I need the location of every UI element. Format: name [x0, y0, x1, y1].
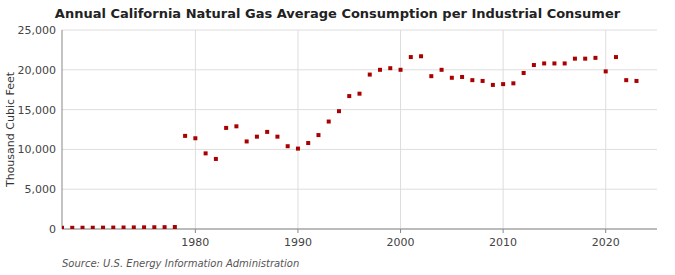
x-grid-line — [605, 30, 606, 229]
points — [62, 54, 638, 229]
y-axis-label: Thousand Cubic Feet — [4, 71, 17, 188]
point — [511, 81, 515, 85]
point — [204, 151, 208, 155]
point — [470, 78, 474, 82]
point — [306, 141, 310, 145]
x-grid-line — [400, 30, 401, 229]
y-axis-line — [62, 30, 63, 229]
point — [419, 54, 423, 58]
y-tick-label: 15,000 — [18, 104, 57, 117]
point — [70, 226, 74, 229]
point — [593, 56, 597, 60]
x-tick — [503, 229, 504, 233]
point — [265, 130, 269, 134]
point — [152, 225, 156, 229]
y-grid-line — [62, 149, 657, 150]
point — [614, 55, 618, 59]
point — [522, 71, 526, 75]
x-tick-label: 2010 — [489, 236, 517, 249]
point — [542, 61, 546, 65]
point — [101, 226, 105, 229]
y-tick-label: 5,000 — [25, 183, 57, 196]
x-tick-label: 2000 — [387, 236, 415, 249]
point — [368, 73, 372, 77]
point — [163, 225, 167, 229]
x-tick — [400, 229, 401, 233]
point — [491, 83, 495, 87]
y-grid-line — [62, 30, 657, 31]
point — [214, 157, 218, 161]
x-tick-label: 1980 — [181, 236, 209, 249]
x-tick — [605, 229, 606, 233]
x-tick-label: 1990 — [284, 236, 312, 249]
point — [358, 92, 362, 96]
point — [399, 68, 403, 72]
chart: Annual California Natural Gas Average Co… — [0, 0, 675, 275]
y-tick-label: 0 — [49, 223, 56, 236]
y-tick-label: 10,000 — [18, 143, 57, 156]
point — [460, 75, 464, 79]
x-grid-line — [195, 30, 196, 229]
source-note: Source: U.S. Energy Information Administ… — [62, 258, 299, 269]
point — [183, 134, 187, 138]
point — [286, 144, 290, 148]
point — [255, 135, 259, 139]
point — [142, 225, 146, 229]
x-tick — [297, 229, 298, 233]
point — [450, 76, 454, 80]
point — [388, 66, 392, 70]
point — [81, 226, 85, 229]
point — [634, 79, 638, 83]
y-grid-line — [62, 69, 657, 70]
point — [429, 74, 433, 78]
point — [62, 226, 64, 229]
axes: 0 5,000 10,000 15,000 20,000 25,000 1980 1990 20… — [18, 24, 658, 249]
point — [91, 226, 95, 229]
y-grid-line — [62, 229, 657, 230]
point — [552, 61, 556, 65]
point — [532, 63, 536, 67]
title: Annual California Natural Gas Average Co… — [55, 6, 621, 21]
x-grid-line — [297, 30, 298, 229]
point — [573, 57, 577, 61]
point — [624, 78, 628, 82]
point — [316, 133, 320, 137]
x-grid-line — [503, 30, 504, 229]
point — [347, 94, 351, 98]
point — [296, 147, 300, 151]
point — [501, 82, 505, 86]
point — [111, 226, 115, 229]
point — [583, 57, 587, 61]
y-grid-line — [62, 109, 657, 110]
point — [224, 126, 228, 130]
y-grid-line — [62, 189, 657, 190]
point — [440, 68, 444, 72]
point — [234, 124, 238, 128]
point — [275, 135, 279, 139]
point — [378, 68, 382, 72]
grid — [62, 30, 657, 229]
point — [173, 225, 177, 229]
point — [337, 109, 341, 113]
x-axis-line — [62, 229, 657, 230]
point — [193, 136, 197, 140]
y-tick-label: 20,000 — [18, 64, 57, 77]
point — [132, 225, 136, 229]
x-tick-label: 2020 — [592, 236, 620, 249]
point — [327, 120, 331, 124]
point — [245, 139, 249, 143]
y-tick-label: 25,000 — [18, 24, 57, 37]
point — [563, 61, 567, 65]
x-tick — [195, 229, 196, 233]
point — [409, 55, 413, 59]
point — [604, 69, 608, 73]
point — [122, 225, 126, 229]
point — [481, 79, 485, 83]
